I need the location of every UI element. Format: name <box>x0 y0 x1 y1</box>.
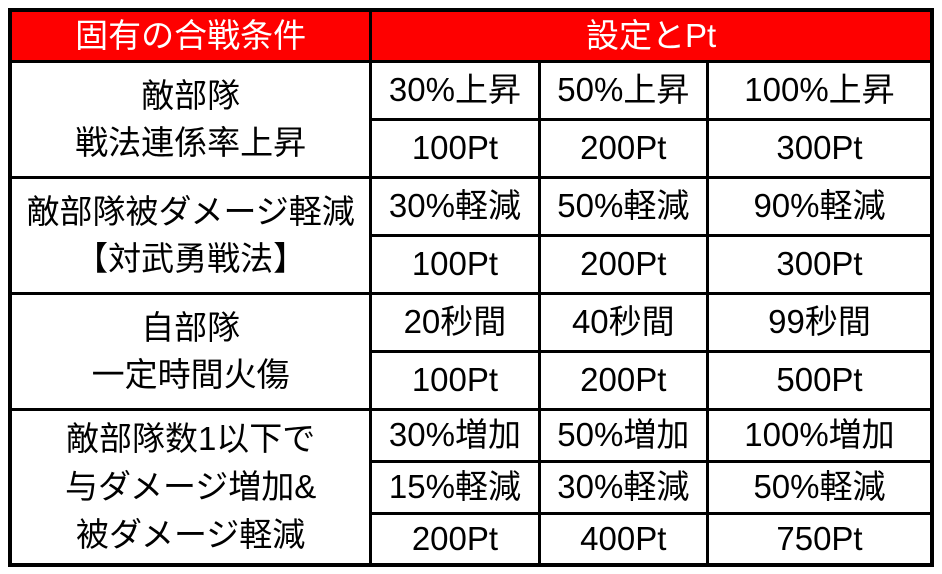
group-label-line: 敵部隊数1以下で <box>65 420 316 458</box>
table-row: 敵部隊数1以下で 与ダメージ増加& 被ダメージ軽減 30%増加 50%増加 10… <box>8 407 934 567</box>
table-cell: 30%増加 <box>369 407 541 463</box>
table-row: 敵部隊 戦法連係率上昇 30%上昇 50%上昇 100%上昇 <box>8 59 934 179</box>
table-cell: 15%軽減 <box>369 459 541 515</box>
table-cell: 100Pt <box>369 233 541 295</box>
table-row: 100Pt 200Pt 500Pt <box>10 349 934 411</box>
table-cell: 200Pt <box>537 117 709 179</box>
group-label-line: 一定時間火傷 <box>91 356 290 394</box>
table-cell: 100Pt <box>369 349 541 411</box>
group-label-own-burn: 自部隊 一定時間火傷 <box>8 291 373 411</box>
table-cell: 50%軽減 <box>537 175 709 237</box>
header-settings-pt: 設定とPt <box>369 8 934 63</box>
table-row: 自部隊 一定時間火傷 20秒間 40秒間 99秒間 <box>8 291 934 411</box>
group-label-enemy-chain-rate: 敵部隊 戦法連係率上昇 <box>8 59 373 179</box>
table-cell: 400Pt <box>537 511 709 567</box>
table-row: 15%軽減 30%軽減 50%軽減 <box>10 459 934 515</box>
table-row: 100Pt 200Pt 300Pt <box>10 117 934 179</box>
table-cell: 200Pt <box>369 511 541 567</box>
header-row: 固有の合戦条件 設定とPt <box>8 8 934 63</box>
group-label-line: 与ダメージ増加& <box>64 468 317 506</box>
group-label-line: 戦法連係率上昇 <box>75 124 307 162</box>
table-cell: 200Pt <box>537 349 709 411</box>
table-cell: 750Pt <box>705 511 934 567</box>
table-cell: 99秒間 <box>705 291 934 353</box>
group-label-line: 被ダメージ軽減 <box>75 516 306 554</box>
table-row: 100Pt 200Pt 300Pt <box>10 233 934 295</box>
group-label-line: 敵部隊 <box>141 76 241 114</box>
table-cell: 50%上昇 <box>537 59 709 121</box>
table-cell: 50%増加 <box>537 407 709 463</box>
group-label-line: 敵部隊被ダメージ軽減 <box>26 192 355 230</box>
table-cell: 200Pt <box>537 233 709 295</box>
table-cell: 20秒間 <box>369 291 541 353</box>
table-cell: 30%軽減 <box>369 175 541 237</box>
table-cell: 300Pt <box>705 117 934 179</box>
table-cell: 50%軽減 <box>705 459 934 515</box>
table-cell: 40秒間 <box>537 291 709 353</box>
table-cell: 100%上昇 <box>705 59 934 121</box>
table-cell: 90%軽減 <box>705 175 934 237</box>
battle-conditions-table: 固有の合戦条件 設定とPt 敵部隊 戦法連係率上昇 30%上昇 50%上昇 10… <box>8 8 934 568</box>
group-label-enemy-count-bonus: 敵部隊数1以下で 与ダメージ増加& 被ダメージ軽減 <box>8 407 373 567</box>
table-cell: 100Pt <box>369 117 541 179</box>
table-row: 敵部隊被ダメージ軽減 【対武勇戦法】 30%軽減 50%軽減 90%軽減 <box>8 175 934 295</box>
group-label-line: 自部隊 <box>141 308 241 346</box>
table-row: 200Pt 400Pt 750Pt <box>10 511 934 567</box>
table-cell: 30%軽減 <box>537 459 709 515</box>
table-cell: 500Pt <box>705 349 934 411</box>
group-label-line: 【対武勇戦法】 <box>75 240 307 278</box>
table-cell: 100%増加 <box>705 407 934 463</box>
header-condition: 固有の合戦条件 <box>8 8 373 63</box>
group-label-enemy-damage-reduction: 敵部隊被ダメージ軽減 【対武勇戦法】 <box>8 175 373 295</box>
table-cell: 300Pt <box>705 233 934 295</box>
table-cell: 30%上昇 <box>369 59 541 121</box>
